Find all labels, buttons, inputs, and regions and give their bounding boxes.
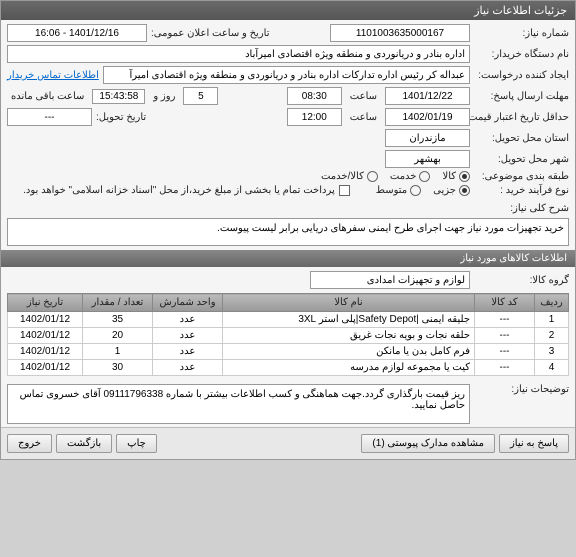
validity-time-field[interactable]: 12:00 bbox=[287, 108, 342, 126]
radio-both[interactable] bbox=[367, 171, 378, 182]
deadline-label: مهلت ارسال پاسخ: bbox=[474, 91, 569, 102]
cell-date: 1402/01/12 bbox=[8, 312, 83, 328]
cell-qty: 1 bbox=[83, 344, 153, 360]
table-row[interactable]: 2---حلقه نجات و بویه نجات غریقعدد201402/… bbox=[8, 328, 569, 344]
attachments-button[interactable]: مشاهده مدارک پیوستی (1) bbox=[361, 434, 495, 453]
cell-unit: عدد bbox=[153, 360, 223, 376]
cell-unit: عدد bbox=[153, 328, 223, 344]
cell-qty: 20 bbox=[83, 328, 153, 344]
table-row[interactable]: 4---کیت یا مجموعه لوازم مدرسهعدد301402/0… bbox=[8, 360, 569, 376]
desc-label: شرح کلی نیاز: bbox=[474, 203, 569, 214]
cell-name: کیت یا مجموعه لوازم مدرسه bbox=[223, 360, 475, 376]
need-no-field[interactable]: 1101003635000167 bbox=[330, 24, 470, 42]
radio-service[interactable] bbox=[419, 171, 430, 182]
validity-date-field[interactable]: 1402/01/19 bbox=[385, 108, 470, 126]
deadline-time-field[interactable]: 08:30 bbox=[287, 87, 342, 105]
day-and-label: روز و bbox=[149, 91, 179, 102]
category-radio-group: کالا خدمت کالا/خدمت bbox=[321, 171, 470, 182]
window-title: جزئیات اطلاعات نیاز bbox=[1, 1, 575, 20]
city-field[interactable]: بهشهر bbox=[385, 150, 470, 168]
need-details-window: جزئیات اطلاعات نیاز شماره نیاز: 11010036… bbox=[0, 0, 576, 460]
radio-goods[interactable] bbox=[459, 171, 470, 182]
notes-box[interactable]: ریز قیمت بارگذاری گردد.جهت هماهنگی و کسب… bbox=[7, 384, 470, 424]
table-row[interactable]: 1---جلیقه ایمنی |Safety Depot|پلی استر 3… bbox=[8, 312, 569, 328]
city-label: شهر محل تحویل: bbox=[474, 154, 569, 165]
cell-row: 4 bbox=[535, 360, 569, 376]
cell-code: --- bbox=[475, 328, 535, 344]
pay-note-label: پرداخت تمام یا بخشی از مبلغ خرید،از محل … bbox=[23, 185, 335, 196]
cell-unit: عدد bbox=[153, 312, 223, 328]
province-label: استان محل تحویل: bbox=[474, 133, 569, 144]
radio-both-label: کالا/خدمت bbox=[321, 171, 364, 182]
delivery-date-field[interactable]: --- bbox=[7, 108, 92, 126]
cell-code: --- bbox=[475, 312, 535, 328]
validity-label: حداقل تاریخ اعتبار قیمت: تا تاریخ: bbox=[474, 112, 569, 123]
remaining-label: ساعت باقی مانده bbox=[7, 91, 88, 102]
cell-date: 1402/01/12 bbox=[8, 344, 83, 360]
print-button[interactable]: چاپ bbox=[116, 434, 157, 453]
announce-field[interactable]: 1401/12/16 - 16:06 bbox=[7, 24, 147, 42]
hour-label-2: ساعت bbox=[346, 112, 381, 123]
items-table: ردیف کد کالا نام کالا واحد شمارش تعداد /… bbox=[7, 293, 569, 376]
th-name[interactable]: نام کالا bbox=[223, 294, 475, 312]
items-section-header: اطلاعات کالاهای مورد نیاز bbox=[1, 250, 575, 267]
need-no-label: شماره نیاز: bbox=[474, 28, 569, 39]
delivery-date-label: تاریخ تحویل: bbox=[96, 112, 146, 123]
radio-goods-label: کالا bbox=[442, 171, 456, 182]
radio-service-label: خدمت bbox=[390, 171, 417, 182]
table-row[interactable]: 3---فرم کامل بدن یا مانکنعدد11402/01/12 bbox=[8, 344, 569, 360]
cell-unit: عدد bbox=[153, 344, 223, 360]
province-field[interactable]: مازندران bbox=[385, 129, 470, 147]
th-date[interactable]: تاریخ نیاز bbox=[8, 294, 83, 312]
th-qty[interactable]: تعداد / مقدار bbox=[83, 294, 153, 312]
days-left-field: 5 bbox=[183, 87, 218, 105]
cell-row: 3 bbox=[535, 344, 569, 360]
cell-date: 1402/01/12 bbox=[8, 360, 83, 376]
th-code[interactable]: کد کالا bbox=[475, 294, 535, 312]
th-row[interactable]: ردیف bbox=[535, 294, 569, 312]
cell-name: حلقه نجات و بویه نجات غریق bbox=[223, 328, 475, 344]
category-label: طبقه بندی موضوعی: bbox=[474, 171, 569, 182]
footer-bar: پاسخ به نیاز مشاهده مدارک پیوستی (1) چاپ… bbox=[1, 427, 575, 459]
treasury-checkbox[interactable] bbox=[339, 185, 350, 196]
back-button[interactable]: بازگشت bbox=[56, 434, 112, 453]
process-label: نوع فرآیند خرید : bbox=[474, 185, 569, 196]
respond-button[interactable]: پاسخ به نیاز bbox=[499, 434, 569, 453]
requester-label: ایجاد کننده درخواست: bbox=[474, 70, 569, 81]
hour-label-1: ساعت bbox=[346, 91, 381, 102]
group-field[interactable]: لوازم و تجهیزات امدادی bbox=[310, 271, 470, 289]
requester-field[interactable]: عبداله کر رئیس اداره تدارکات اداره بنادر… bbox=[103, 66, 470, 84]
cell-code: --- bbox=[475, 344, 535, 360]
contact-link[interactable]: اطلاعات تماس خریدار bbox=[7, 70, 99, 81]
radio-minor[interactable] bbox=[459, 185, 470, 196]
radio-medium[interactable] bbox=[410, 185, 421, 196]
cell-row: 2 bbox=[535, 328, 569, 344]
buyer-org-field[interactable]: اداره بنادر و دریانوردی و منطقه ویژه اقت… bbox=[7, 45, 470, 63]
cell-code: --- bbox=[475, 360, 535, 376]
cell-row: 1 bbox=[535, 312, 569, 328]
radio-minor-label: جزیی bbox=[433, 185, 456, 196]
radio-medium-label: متوسط bbox=[376, 185, 407, 196]
group-label: گروه کالا: bbox=[474, 275, 569, 286]
announce-label: تاریخ و ساعت اعلان عمومی: bbox=[151, 28, 270, 39]
deadline-date-field[interactable]: 1401/12/22 bbox=[385, 87, 470, 105]
process-radio-group: جزیی متوسط bbox=[376, 185, 470, 196]
countdown-field: 15:43:58 bbox=[92, 89, 145, 104]
buyer-org-label: نام دستگاه خریدار: bbox=[474, 49, 569, 60]
cell-name: جلیقه ایمنی |Safety Depot|پلی استر 3XL bbox=[223, 312, 475, 328]
cell-qty: 30 bbox=[83, 360, 153, 376]
th-unit[interactable]: واحد شمارش bbox=[153, 294, 223, 312]
notes-label: توضیحات نیاز: bbox=[474, 384, 569, 395]
cell-qty: 35 bbox=[83, 312, 153, 328]
exit-button[interactable]: خروج bbox=[7, 434, 52, 453]
cell-date: 1402/01/12 bbox=[8, 328, 83, 344]
form-area: شماره نیاز: 1101003635000167 تاریخ و ساع… bbox=[1, 20, 575, 203]
cell-name: فرم کامل بدن یا مانکن bbox=[223, 344, 475, 360]
description-box[interactable]: خرید تجهیزات مورد نیاز جهت اجرای طرح ایم… bbox=[7, 218, 569, 246]
